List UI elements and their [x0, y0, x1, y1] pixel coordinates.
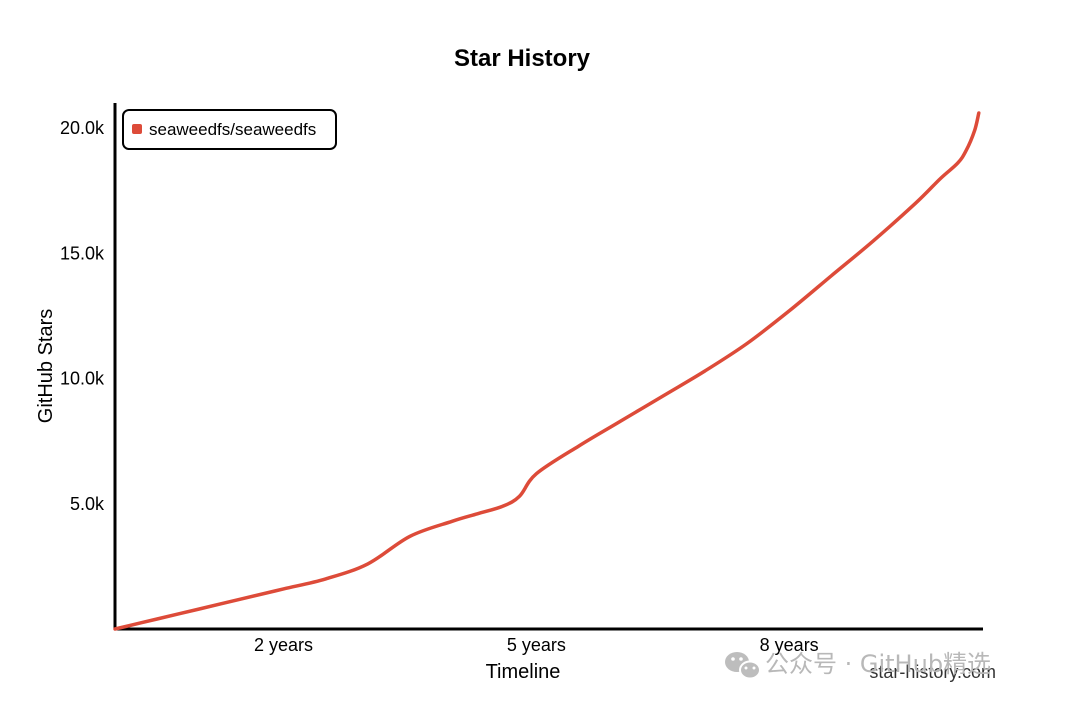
y-tick-label: 5.0k [70, 494, 105, 514]
wechat-icon [725, 652, 761, 680]
y-tick-label: 10.0k [60, 369, 105, 389]
watermark-text: 公众号 · GitHub精选 [765, 650, 991, 678]
y-tick-label: 15.0k [60, 243, 105, 263]
x-tick-label: 2 years [254, 635, 313, 655]
legend-swatch [132, 124, 142, 134]
x-axis-ticks: 2 years 5 years 8 years [254, 635, 819, 655]
series-line-seaweedfs [113, 111, 981, 631]
x-axis-label: Timeline [486, 661, 561, 683]
x-tick-label: 5 years [507, 635, 566, 655]
chart-title: Star History [454, 45, 591, 72]
legend-box [122, 109, 337, 150]
x-tick-label: 8 years [760, 635, 819, 655]
credit-text: star-history.com [869, 662, 996, 682]
watermark: 公众号 · GitHub精选 [725, 650, 991, 680]
y-axis-label: GitHub Stars [35, 309, 57, 423]
y-tick-label: 20.0k [60, 118, 105, 138]
y-axis-ticks: 5.0k 10.0k 15.0k 20.0k [60, 118, 105, 514]
legend: seaweedfs/seaweedfs [122, 109, 337, 150]
legend-label: seaweedfs/seaweedfs [149, 120, 316, 139]
